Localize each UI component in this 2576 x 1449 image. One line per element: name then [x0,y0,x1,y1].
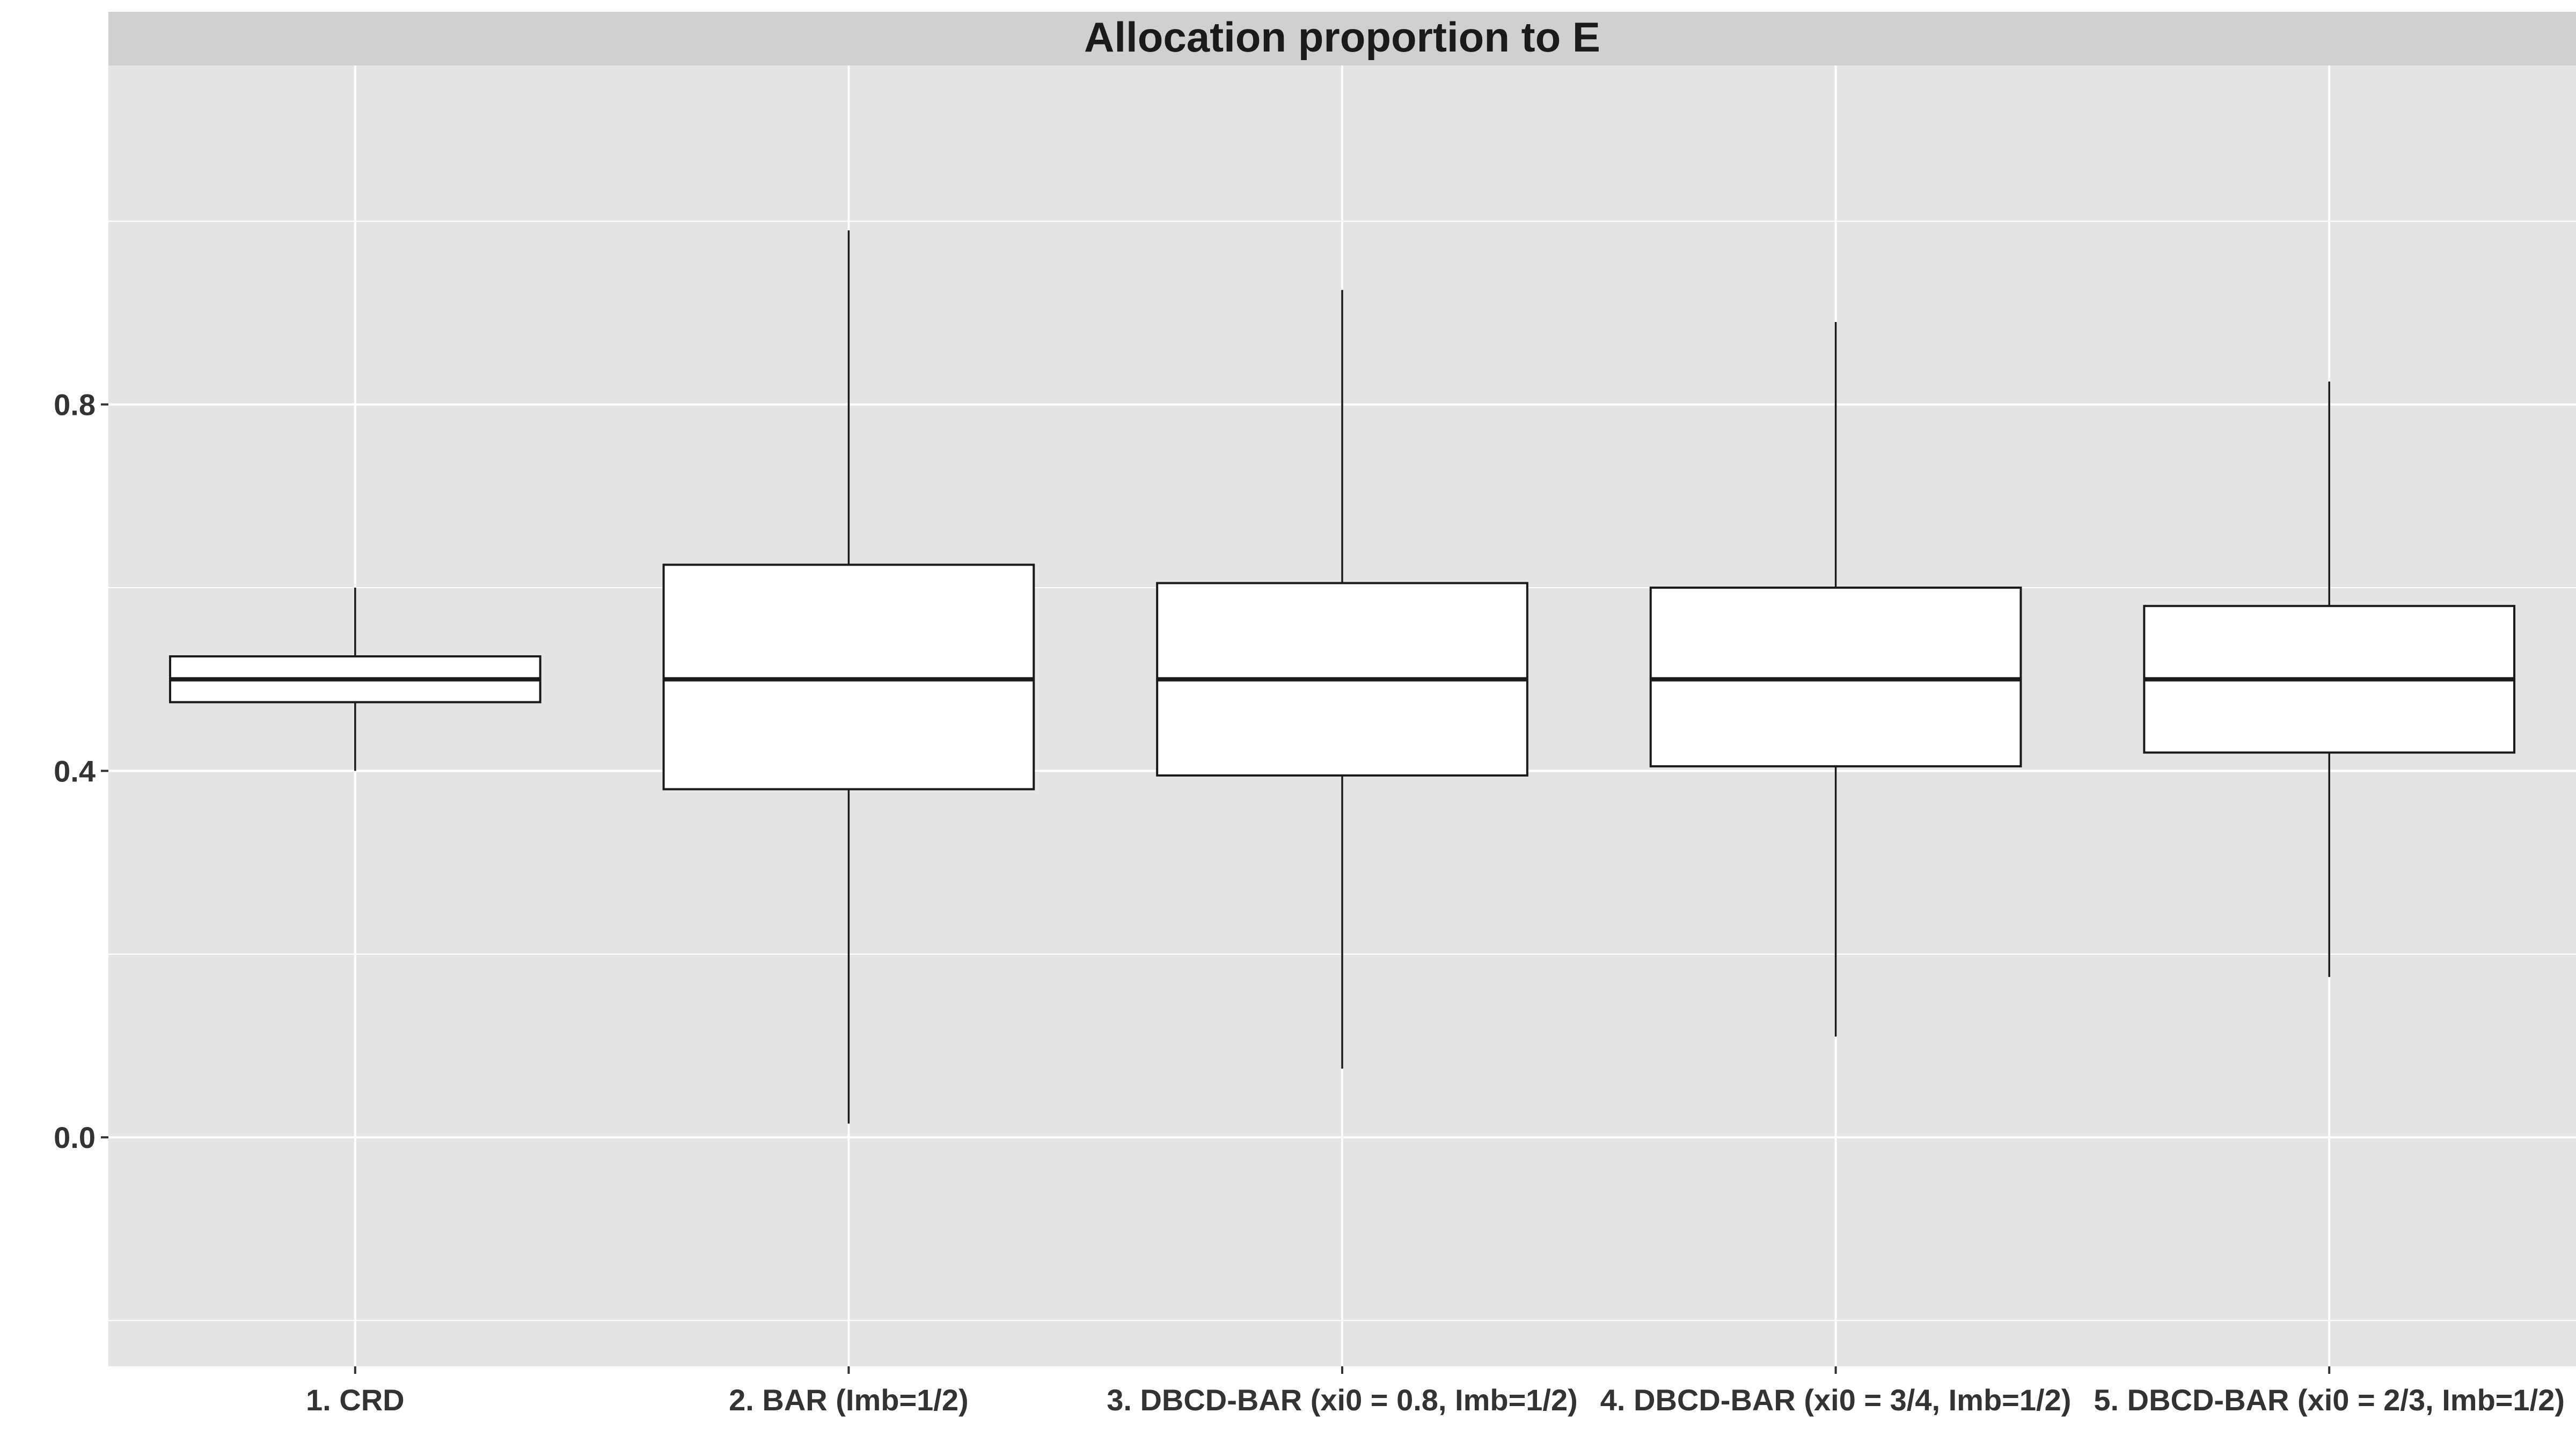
box-iqr [662,564,1035,791]
box-3 [1156,290,1528,1069]
box-4 [1649,321,2022,1037]
axes: 0.0 0.4 0.8 1. CRD 2. BAR (Imb=1/2) 3. DBCD-B… [54,388,2565,1417]
y-tick-label: 0.4 [54,754,96,788]
boxes [169,230,2516,1124]
x-tick-label: 2. BAR (Imb=1/2) [729,1383,969,1417]
chart-title: Allocation proportion to E [1084,13,1600,61]
y-tick-label: 0.0 [54,1121,96,1154]
y-tick-label: 0.8 [54,388,96,422]
box-2 [662,230,1035,1124]
x-tick-label: 1. CRD [306,1383,405,1417]
box-5 [2143,381,2516,977]
box-iqr [1649,587,2022,767]
x-tick-label: 3. DBCD-BAR (xi0 = 0.8, Imb=1/2) [1107,1383,1578,1417]
x-tick-label: 4. DBCD-BAR (xi0 = 3/4, Imb=1/2) [1600,1383,2072,1417]
box-1 [169,588,541,771]
x-tick-label: 5. DBCD-BAR (xi0 = 2/3, Imb=1/2) [2094,1383,2565,1417]
strip-background [108,12,2576,65]
